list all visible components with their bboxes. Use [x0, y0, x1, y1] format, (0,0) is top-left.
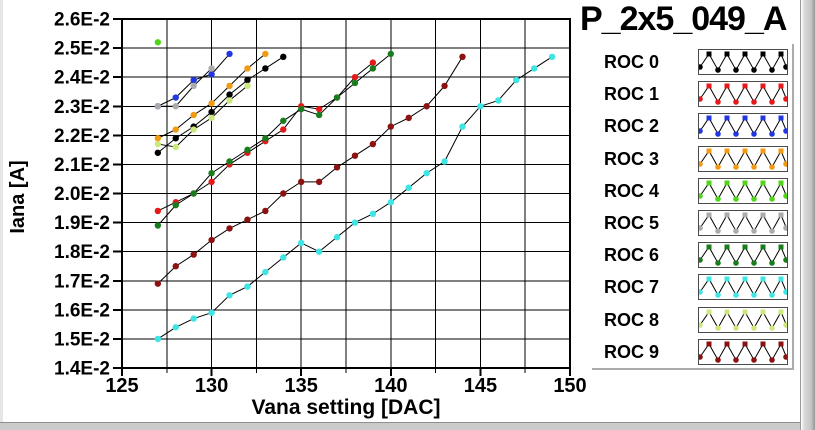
svg-text:1.5E-2: 1.5E-2 [54, 329, 110, 350]
panel-edge-left [0, 0, 3, 430]
legend-plot-sample-roc-1[interactable] [698, 81, 788, 107]
svg-text:2.4E-2: 2.4E-2 [54, 68, 110, 89]
legend-zigzag-icon [699, 309, 787, 331]
svg-text:135: 135 [285, 375, 318, 397]
graph-title: P_2x5_049_A [580, 0, 787, 38]
legend-plot-sample-roc-0[interactable] [698, 49, 788, 75]
legend-zigzag-icon [699, 212, 787, 234]
svg-text:2.1E-2: 2.1E-2 [54, 155, 110, 176]
series-roc-6 [154, 50, 394, 229]
legend-plot-sample-roc-6[interactable] [698, 242, 788, 268]
legend-label-roc-0: ROC 0 [604, 52, 660, 72]
svg-text:2.2E-2: 2.2E-2 [54, 126, 110, 147]
svg-text:1.6E-2: 1.6E-2 [54, 300, 110, 321]
legend-plot-sample-roc-2[interactable] [698, 113, 788, 139]
legend-plot-sample-roc-8[interactable] [698, 307, 788, 333]
legend-label-roc-3: ROC 3 [604, 149, 660, 169]
svg-text:2.3E-2: 2.3E-2 [54, 97, 110, 118]
legend-plot-sample-roc-4[interactable] [698, 178, 788, 204]
legend-label-roc-6: ROC 6 [604, 245, 660, 265]
svg-text:1.9E-2: 1.9E-2 [54, 213, 110, 234]
series-roc-3 [154, 50, 269, 142]
series-roc-0 [154, 53, 287, 156]
svg-text:1.8E-2: 1.8E-2 [54, 242, 110, 263]
svg-text:1.4E-2: 1.4E-2 [54, 359, 110, 380]
legend-zigzag-icon [699, 115, 787, 137]
legend-panel-shadow-bottom [592, 368, 794, 370]
legend-label-roc-9: ROC 9 [604, 342, 660, 362]
svg-text:125: 125 [105, 375, 138, 397]
axis-ticks [113, 18, 571, 376]
svg-text:2.6E-2: 2.6E-2 [54, 10, 110, 31]
legend-zigzag-icon [699, 148, 787, 170]
svg-text:1.7E-2: 1.7E-2 [54, 271, 110, 292]
legend-label-roc-7: ROC 7 [604, 277, 660, 297]
series-roc-8 [154, 82, 251, 151]
svg-text:2.5E-2: 2.5E-2 [54, 39, 110, 60]
series-roc-7 [154, 53, 556, 343]
legend-label-roc-1: ROC 1 [604, 84, 660, 104]
svg-text:130: 130 [195, 375, 228, 397]
legend-zigzag-icon [699, 341, 787, 363]
legend-zigzag-icon [699, 51, 787, 73]
legend-plot-sample-roc-5[interactable] [698, 210, 788, 236]
svg-text:2.0E-2: 2.0E-2 [54, 184, 110, 205]
gridlines [122, 19, 570, 368]
legend-plot-sample-roc-9[interactable] [698, 339, 788, 365]
series-roc-9 [154, 53, 466, 287]
svg-text:150: 150 [553, 375, 586, 397]
legend-label-roc-8: ROC 8 [604, 310, 660, 330]
legend-plot-sample-roc-7[interactable] [698, 274, 788, 300]
legend-zigzag-icon [699, 180, 787, 202]
series-roc-5 [154, 65, 215, 110]
y-tick-labels: 2.6E-2 2.5E-2 2.4E-2 2.3E-2 2.2E-2 2.1E-2 2.0E… [54, 10, 110, 380]
svg-text:140: 140 [374, 375, 407, 397]
legend-zigzag-icon [699, 244, 787, 266]
legend-zigzag-icon [699, 276, 787, 298]
legend-label-roc-4: ROC 4 [604, 181, 660, 201]
panel-edge-bottom [0, 422, 815, 430]
legend-label-roc-2: ROC 2 [604, 116, 660, 136]
x-tick-labels: 125 130 135 140 145 150 [105, 375, 586, 397]
svg-text:145: 145 [464, 375, 497, 397]
x-axis-title: Vana setting [DAC] [251, 396, 441, 419]
plot-area[interactable] [122, 19, 570, 368]
y-axis-title: Iana [A] [7, 160, 29, 234]
legend-panel-shadow-right [792, 44, 794, 370]
panel-edge-right [800, 0, 815, 430]
legend-plot-sample-roc-3[interactable] [698, 146, 788, 172]
series-roc-4 [154, 39, 162, 46]
legend-zigzag-icon [699, 83, 787, 105]
legend-label-roc-5: ROC 5 [604, 213, 660, 233]
